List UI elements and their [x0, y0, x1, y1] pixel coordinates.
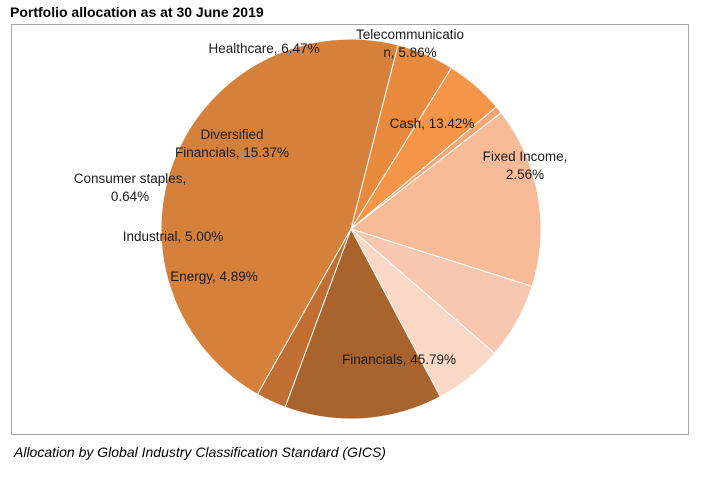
slice-label: Industrial, 5.00%	[123, 229, 224, 244]
slice-label: Healthcare, 6.47%	[208, 41, 319, 56]
slice-label: Financials, 45.79%	[342, 352, 456, 367]
pie-slice	[256, 228, 352, 408]
slice-label: Cash, 13.42%	[390, 116, 475, 131]
pie-slice	[349, 111, 542, 288]
chart-caption: Allocation by Global Industry Classifica…	[14, 444, 386, 460]
pie-slice	[284, 227, 441, 420]
pie-slice	[160, 38, 399, 396]
slice-label: Consumer staples, 0.64%	[74, 171, 187, 204]
slice-label: Telecommunicatio n, 5.86%	[356, 27, 464, 60]
slice-label: Diversified Financials, 15.37%	[175, 127, 289, 160]
slice-label: Fixed Income, 2.56%	[483, 149, 568, 182]
slice-label: Energy, 4.89%	[170, 269, 258, 284]
chart-title: Portfolio allocation as at 30 June 2019	[10, 4, 264, 20]
